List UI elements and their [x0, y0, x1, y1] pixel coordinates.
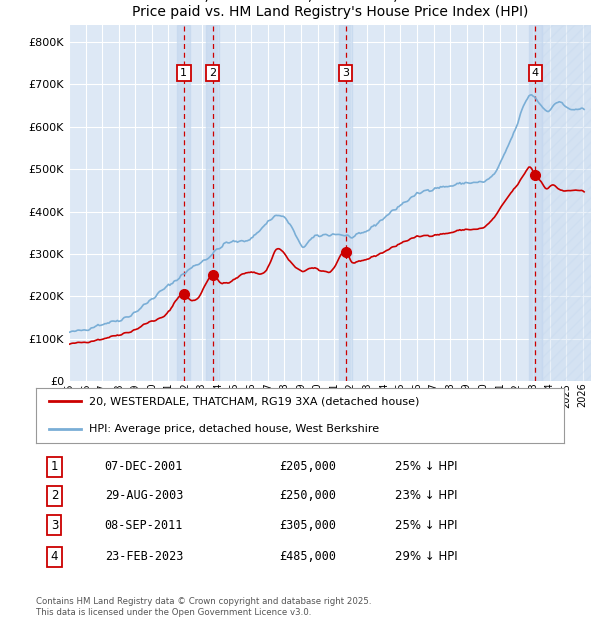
Bar	[339, 25, 352, 381]
Text: 4: 4	[532, 68, 539, 78]
Text: £305,000: £305,000	[279, 519, 336, 532]
Bar	[206, 25, 219, 381]
Text: £205,000: £205,000	[279, 460, 336, 473]
Text: 23% ↓ HPI: 23% ↓ HPI	[395, 489, 458, 502]
Text: 1: 1	[180, 68, 187, 78]
Text: 25% ↓ HPI: 25% ↓ HPI	[395, 460, 458, 473]
Title: 20, WESTERDALE, THATCHAM, RG19 3XA
Price paid vs. HM Land Registry's House Price: 20, WESTERDALE, THATCHAM, RG19 3XA Price…	[132, 0, 528, 19]
Text: 08-SEP-2011: 08-SEP-2011	[104, 519, 183, 532]
Text: 29% ↓ HPI: 29% ↓ HPI	[395, 551, 458, 564]
Bar	[529, 25, 542, 381]
Text: 2: 2	[209, 68, 216, 78]
Text: 3: 3	[51, 519, 58, 532]
Text: 25% ↓ HPI: 25% ↓ HPI	[395, 519, 458, 532]
Text: 3: 3	[342, 68, 349, 78]
Text: 4: 4	[51, 551, 58, 564]
Text: 20, WESTERDALE, THATCHAM, RG19 3XA (detached house): 20, WESTERDALE, THATCHAM, RG19 3XA (deta…	[89, 396, 419, 407]
Text: £250,000: £250,000	[279, 489, 336, 502]
Text: 23-FEB-2023: 23-FEB-2023	[104, 551, 183, 564]
Text: 1: 1	[51, 460, 58, 473]
Text: 07-DEC-2001: 07-DEC-2001	[104, 460, 183, 473]
Text: 29-AUG-2003: 29-AUG-2003	[104, 489, 183, 502]
Text: Contains HM Land Registry data © Crown copyright and database right 2025.
This d: Contains HM Land Registry data © Crown c…	[36, 598, 371, 617]
Bar	[177, 25, 190, 381]
Bar	[542, 25, 591, 381]
Text: 2: 2	[51, 489, 58, 502]
Text: HPI: Average price, detached house, West Berkshire: HPI: Average price, detached house, West…	[89, 424, 379, 435]
Text: £485,000: £485,000	[279, 551, 336, 564]
